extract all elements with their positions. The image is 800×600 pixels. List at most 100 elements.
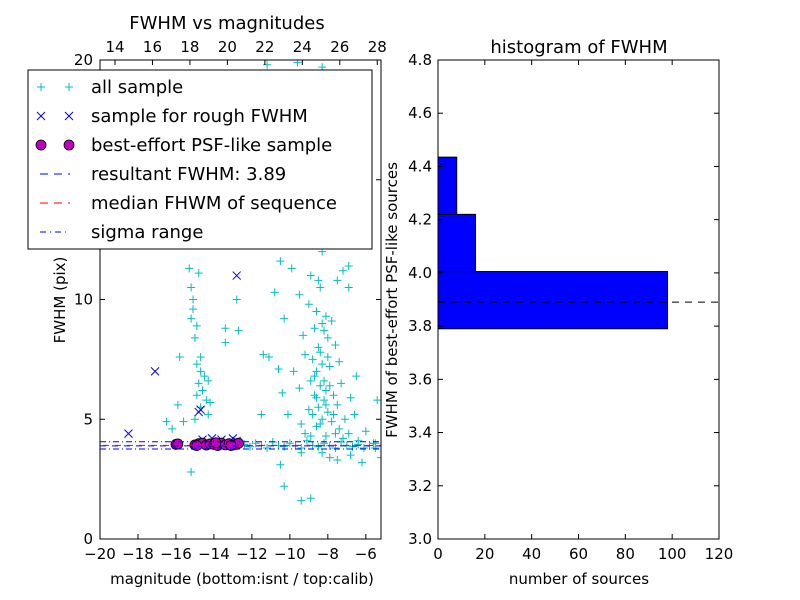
data-point xyxy=(150,366,160,376)
data-point xyxy=(308,410,317,419)
x-tick-label: −6 xyxy=(355,545,377,563)
data-point xyxy=(270,288,279,297)
data-point xyxy=(335,424,344,433)
data-point xyxy=(206,398,215,407)
data-point xyxy=(263,443,272,452)
data-point xyxy=(318,448,327,457)
data-point xyxy=(204,410,213,419)
y-tick-label: 10 xyxy=(74,291,93,309)
data-point xyxy=(314,442,323,451)
legend-item: sigma range xyxy=(40,222,203,243)
data-point xyxy=(320,439,329,448)
data-point xyxy=(257,410,266,419)
data-point xyxy=(314,403,323,412)
histogram-y-label: FWHM of best-effort PSF-like sources xyxy=(383,162,401,438)
data-point xyxy=(339,266,348,275)
y-tick-label: 4.8 xyxy=(408,51,432,69)
data-point xyxy=(264,352,273,361)
data-point xyxy=(172,438,184,450)
data-point xyxy=(358,458,367,467)
legend-label: best-effort PSF-like sample xyxy=(91,135,332,156)
data-point xyxy=(316,420,325,429)
x-tick-label: −14 xyxy=(198,545,230,563)
data-point xyxy=(232,295,241,304)
series-sample-for-rough-fwhm xyxy=(124,271,242,446)
data-point xyxy=(346,451,355,460)
x-tick-label: 40 xyxy=(522,545,541,563)
y-tick-label: 20 xyxy=(74,51,93,69)
data-point xyxy=(278,388,287,397)
data-point xyxy=(124,429,133,438)
data-point xyxy=(276,257,285,266)
data-point xyxy=(175,352,184,361)
data-point xyxy=(320,326,329,335)
data-point xyxy=(289,367,298,376)
data-point xyxy=(314,343,323,352)
data-point xyxy=(179,417,188,426)
data-point xyxy=(312,367,321,376)
data-point xyxy=(192,391,201,400)
legend-box xyxy=(27,69,373,250)
top-x-tick-label: 26 xyxy=(330,38,349,56)
legend-marker xyxy=(64,111,74,121)
data-point xyxy=(295,290,304,299)
data-point xyxy=(340,415,349,424)
x-tick-label: 0 xyxy=(433,545,443,563)
x-tick-label: −10 xyxy=(274,545,306,563)
x-tick-label: 100 xyxy=(658,545,687,563)
data-point xyxy=(371,439,380,448)
legend-marker xyxy=(35,139,47,151)
data-point xyxy=(198,386,207,395)
scatter-y-label: FWHM (pix) xyxy=(51,257,69,344)
data-point xyxy=(301,429,310,438)
data-point xyxy=(344,283,353,292)
data-point xyxy=(306,271,315,280)
data-point xyxy=(323,408,332,417)
data-point xyxy=(329,391,338,400)
data-point xyxy=(335,357,344,366)
x-tick-label: −20 xyxy=(84,545,116,563)
data-point xyxy=(297,443,306,452)
legend-item: best-effort PSF-like sample xyxy=(35,135,332,156)
x-tick-label: 60 xyxy=(569,545,588,563)
data-point xyxy=(316,283,325,292)
data-point xyxy=(283,410,292,419)
data-point xyxy=(320,376,329,385)
histogram-bar xyxy=(437,271,668,330)
data-point xyxy=(306,432,315,441)
data-point xyxy=(168,424,177,433)
data-point xyxy=(304,405,313,414)
data-point xyxy=(318,415,327,424)
x-tick-label: 80 xyxy=(616,545,635,563)
data-point xyxy=(187,283,196,292)
data-point xyxy=(189,305,198,314)
data-point xyxy=(304,300,313,309)
legend-item: sample for rough FWHM xyxy=(36,106,308,127)
data-point xyxy=(316,348,325,357)
data-point xyxy=(301,350,310,359)
data-point xyxy=(162,417,171,426)
data-point xyxy=(192,321,201,330)
data-point xyxy=(306,494,315,503)
data-point xyxy=(318,360,327,369)
y-tick-label: 4.4 xyxy=(408,157,432,175)
legend-label: sample for rough FWHM xyxy=(91,106,308,127)
histogram-bar xyxy=(437,213,476,273)
data-point xyxy=(310,372,319,381)
data-point xyxy=(189,295,198,304)
legend-item: median FHWM of sequence xyxy=(40,193,337,214)
top-x-tick-label: 28 xyxy=(368,38,387,56)
data-point xyxy=(204,376,213,385)
data-point xyxy=(321,432,330,441)
y-tick-label: 4.0 xyxy=(408,264,432,282)
data-point xyxy=(344,429,353,438)
data-point xyxy=(221,324,230,333)
data-point xyxy=(196,367,205,376)
top-x-tick-label: 14 xyxy=(105,38,124,56)
x-tick-label: −16 xyxy=(160,545,192,563)
data-point xyxy=(329,410,338,419)
data-point xyxy=(302,436,311,445)
data-point xyxy=(310,324,319,333)
x-tick-label: −18 xyxy=(122,545,154,563)
